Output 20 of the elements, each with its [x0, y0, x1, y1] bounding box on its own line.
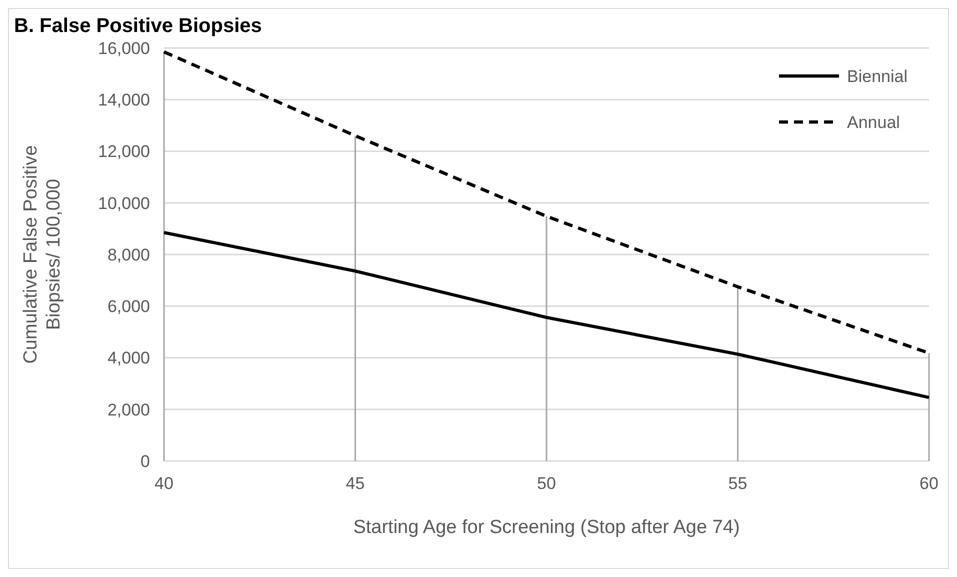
y-tick-label: 8,000 [107, 245, 150, 264]
x-tick-label: 45 [346, 474, 365, 493]
x-axis-title: Starting Age for Screening (Stop after Age 74) [353, 517, 740, 538]
y-tick-label: 6,000 [107, 297, 150, 316]
y-tick-label: 12,000 [98, 142, 150, 162]
y-tick-label: 2,000 [107, 400, 150, 420]
x-tick-label: 50 [537, 474, 556, 493]
y-axis-title: Cumulative False Positive Biopsies/ 100,000 [20, 145, 64, 364]
legend-label: Biennial [847, 67, 908, 86]
x-tick-label: 40 [154, 474, 174, 493]
y-tick-label: 14,000 [98, 90, 150, 110]
y-tick-label: 4,000 [107, 348, 150, 368]
line-series [162, 230, 931, 400]
chart-title: B. False Positive Biopsies [14, 15, 262, 37]
x-tick-label: 55 [728, 474, 748, 493]
y-tick-label: 0 [140, 452, 150, 471]
legend-label: Annual [847, 113, 900, 132]
y-tick-label: 16,000 [98, 38, 150, 58]
y-tick-label: 10,000 [98, 194, 150, 213]
x-tick-label: 60 [920, 474, 938, 493]
